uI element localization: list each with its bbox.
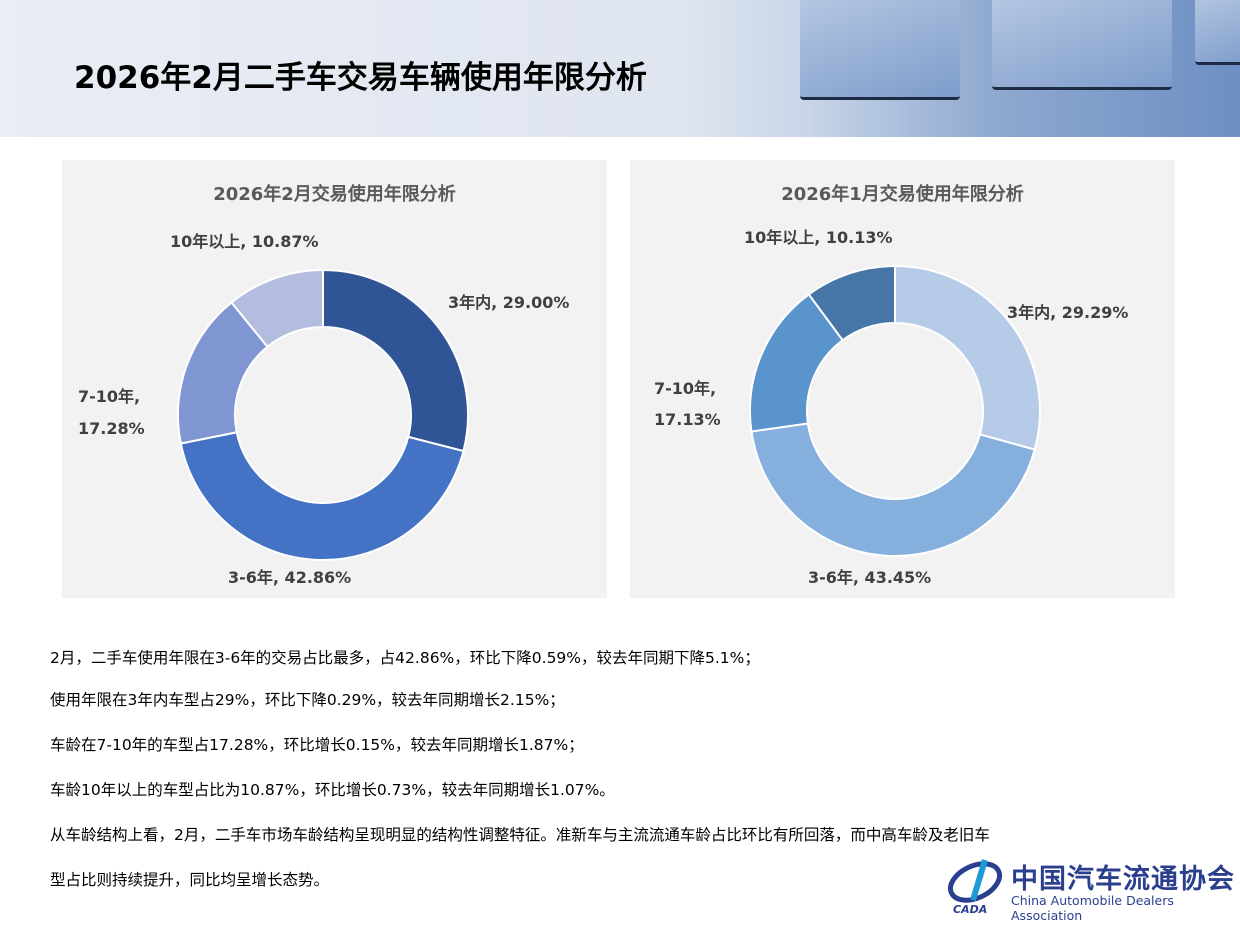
analysis-text: 从车龄结构上看，2月，二手车市场车龄结构呈现明显的结构性调整特征。准新车与主流流…	[50, 826, 990, 844]
data-label: 3年内, 29.29%	[1007, 303, 1129, 322]
donut-slice-3-6年	[179, 431, 465, 561]
svg-text:CADA: CADA	[953, 903, 987, 915]
cada-logo-mark: CADA	[947, 859, 1003, 916]
data-label: 10年以上, 10.87%	[170, 232, 319, 251]
chart-panel-jan: 2026年1月交易使用年限分析 3年内, 29.29% 3-6年, 43.45%…	[630, 160, 1175, 598]
decorative-cube	[800, 0, 960, 100]
data-label: 3-6年, 43.45%	[808, 568, 932, 587]
page-title: 2026年2月二手车交易车辆使用年限分析	[74, 60, 647, 96]
chart-title: 2026年2月交易使用年限分析	[213, 184, 456, 205]
data-label: 17.13%	[654, 410, 721, 429]
donut-chart-jan	[749, 264, 1041, 557]
data-label: 7-10年,	[654, 379, 717, 398]
cada-logo: CADA 中国汽车流通协会 China Automobile Dealers A…	[945, 855, 1235, 923]
decorative-cube	[992, 0, 1172, 90]
donut-slice-10年以上	[230, 268, 324, 349]
analysis-text: 使用年限在3年内车型占29%，环比下降0.29%，较去年同期增长2.15%；	[50, 691, 565, 709]
decorative-cube	[1195, 0, 1240, 65]
logo-text-cn: 中国汽车流通协会	[1011, 864, 1235, 895]
data-label: 17.28%	[78, 419, 145, 438]
donut-slice-3年内	[322, 268, 469, 453]
header-banner	[0, 0, 1240, 137]
donut-slice-10年以上	[807, 264, 896, 342]
data-label: 10年以上, 10.13%	[744, 228, 893, 247]
chart-panel-feb: 2026年2月交易使用年限分析 3年内, 29.00% 3-6年, 42.86%…	[62, 160, 607, 598]
logo-text-en: China Automobile Dealers Association	[1011, 893, 1174, 923]
analysis-text: 车龄在7-10年的车型占17.28%，环比增长0.15%，较去年同期增长1.87…	[50, 736, 584, 754]
data-label: 3年内, 29.00%	[448, 293, 570, 312]
donut-chart-feb	[177, 268, 469, 561]
data-label: 3-6年, 42.86%	[228, 568, 352, 587]
donut-slice-3-6年	[750, 422, 1036, 557]
chart-title: 2026年1月交易使用年限分析	[781, 184, 1024, 205]
analysis-text: 2月，二手车使用年限在3-6年的交易占比最多，占42.86%，环比下降0.59%…	[50, 649, 760, 667]
analysis-text: 车龄10年以上的车型占比为10.87%，环比增长0.73%，较去年同期增长1.0…	[50, 781, 615, 799]
donut-slice-3年内	[894, 264, 1041, 451]
data-label: 7-10年,	[78, 387, 141, 406]
analysis-text: 型占比则持续提升，同比均呈增长态势。	[50, 871, 330, 889]
